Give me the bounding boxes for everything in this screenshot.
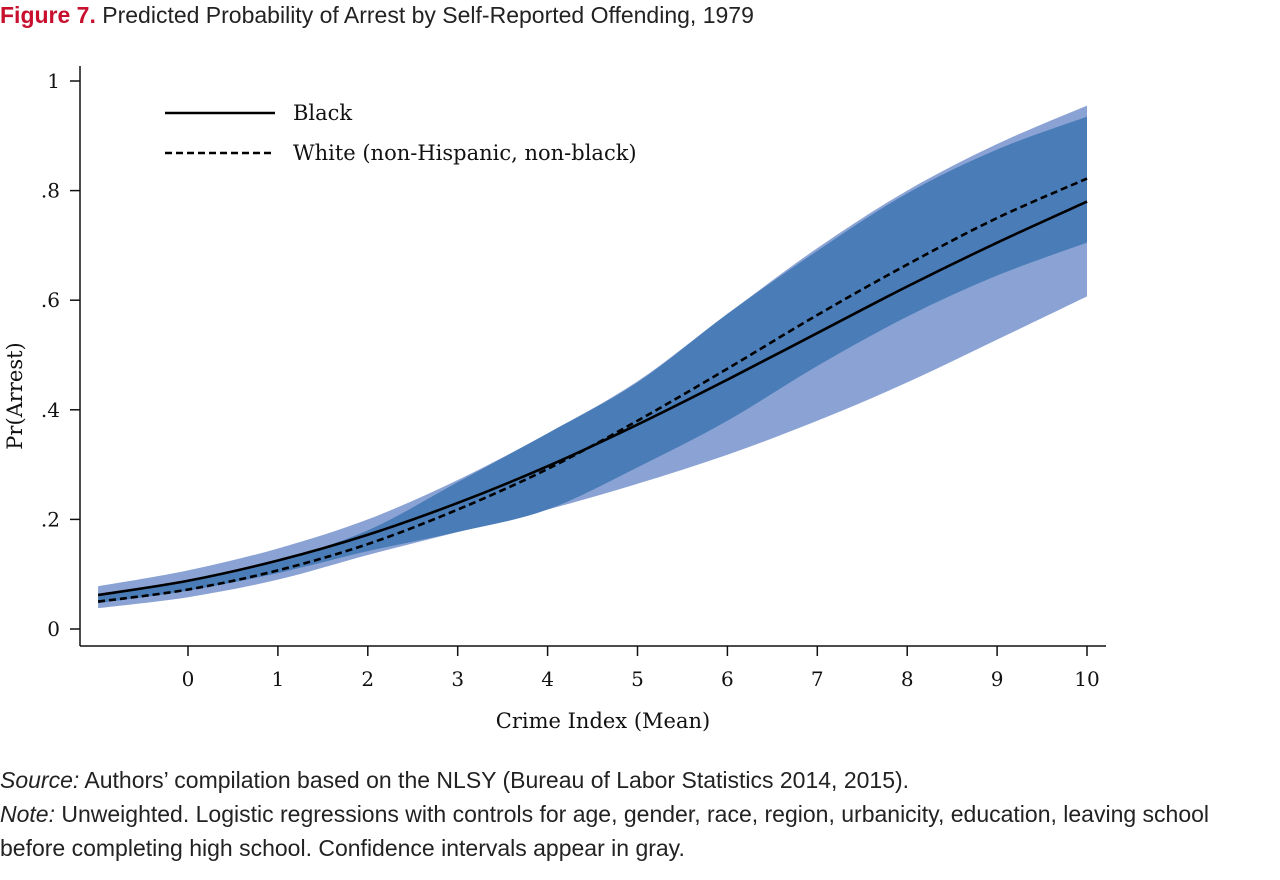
y-axis-label: Pr(Arrest) bbox=[3, 342, 27, 449]
source-text: Authors’ compilation based on the NLSY (… bbox=[79, 767, 910, 793]
source-label: Source: bbox=[0, 767, 80, 793]
x-tick-label: 10 bbox=[1074, 667, 1099, 691]
source-note: Source: Authors’ compilation based on th… bbox=[0, 763, 1278, 797]
x-axis-label: Crime Index (Mean) bbox=[496, 709, 710, 733]
figure-title: Figure 7. Predicted Probability of Arres… bbox=[0, 0, 1280, 40]
figure-title-text: Predicted Probability of Arrest by Self-… bbox=[102, 2, 754, 28]
ci-band-overlap bbox=[98, 116, 1088, 604]
series-lines bbox=[97, 177, 1088, 603]
figure-notes: Source: Authors’ compilation based on th… bbox=[0, 763, 1278, 865]
y-tick-label: 0 bbox=[47, 617, 60, 641]
note-paragraph: Note: Unweighted. Logistic regressions w… bbox=[0, 797, 1278, 865]
x-tick-label: 7 bbox=[811, 667, 824, 691]
x-tick-label: 8 bbox=[901, 667, 914, 691]
axes: 0.2.4.6.810 1 2 3 4 5 6 7 8 9 10 bbox=[41, 66, 1106, 691]
confidence-bands bbox=[98, 105, 1088, 609]
series-line-black bbox=[97, 200, 1088, 597]
x-tick-label: 3 bbox=[451, 667, 464, 691]
legend: Black White (non-Hispanic, non-black) bbox=[165, 101, 637, 165]
legend-label-white: White (non-Hispanic, non-black) bbox=[293, 141, 637, 165]
x-tick-label: 0 bbox=[182, 667, 195, 691]
series-line-white bbox=[97, 177, 1088, 603]
y-tick-label: .4 bbox=[41, 398, 60, 422]
x-tick-label: 5 bbox=[631, 667, 644, 691]
note-text: Unweighted. Logistic regressions with co… bbox=[0, 801, 1210, 861]
x-tick-label: 4 bbox=[541, 667, 554, 691]
y-tick-label: 1 bbox=[47, 69, 60, 93]
x-tick-label: 9 bbox=[991, 667, 1004, 691]
y-tick-label: .2 bbox=[41, 507, 60, 531]
y-tick-label: .8 bbox=[41, 179, 60, 203]
figure-label: Figure 7. bbox=[0, 2, 96, 28]
x-tick-label: 2 bbox=[361, 667, 374, 691]
x-tick-label: 1 bbox=[272, 667, 285, 691]
x-tick-label: 6 bbox=[721, 667, 734, 691]
legend-label-black: Black bbox=[293, 101, 352, 125]
y-tick-label: .6 bbox=[41, 288, 60, 312]
note-label: Note: bbox=[0, 801, 55, 827]
